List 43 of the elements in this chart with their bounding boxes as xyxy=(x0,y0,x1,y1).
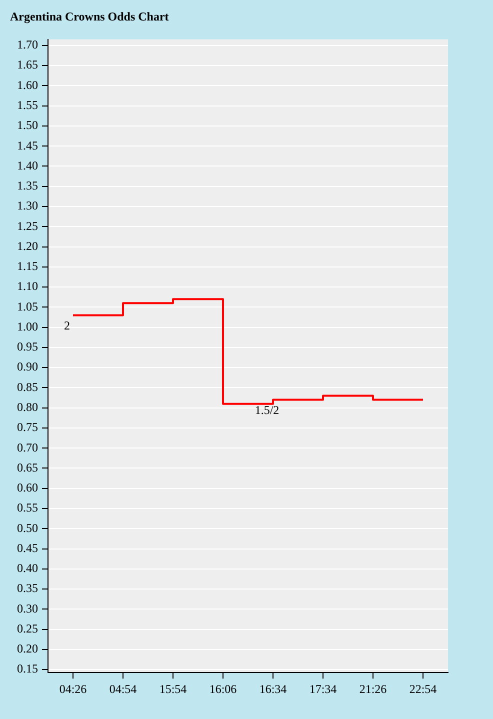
y-tick-label: 1.55 xyxy=(17,98,38,112)
y-tick-label: 0.55 xyxy=(17,500,38,515)
y-tick-label: 0.85 xyxy=(17,380,38,394)
y-tick-label: 0.15 xyxy=(17,662,38,676)
y-tick-label: 0.25 xyxy=(17,621,38,636)
y-tick-label: 1.40 xyxy=(17,158,38,172)
y-tick-label: 0.75 xyxy=(17,420,38,434)
y-tick-label: 0.30 xyxy=(17,601,38,616)
chart-title: Argentina Crowns Odds Chart xyxy=(10,9,169,24)
y-tick-label: 0.95 xyxy=(17,340,38,354)
y-tick-label: 1.50 xyxy=(17,118,38,132)
y-tick-label: 1.20 xyxy=(17,238,38,253)
y-tick-label: 1.25 xyxy=(17,218,38,233)
annotation: 1.5/2 xyxy=(254,402,280,417)
x-tick-label: 15:54 xyxy=(159,682,187,696)
y-tick-label: 1.05 xyxy=(17,299,38,314)
y-tick-label: 0.60 xyxy=(17,480,38,495)
y-tick-label: 1.30 xyxy=(17,198,38,213)
y-tick-label: 0.80 xyxy=(17,400,38,414)
y-tick-label: 1.70 xyxy=(17,38,38,52)
y-tick-label: 1.60 xyxy=(17,78,38,92)
y-tick-label: 0.40 xyxy=(17,561,38,576)
y-tick-label: 1.15 xyxy=(17,259,38,274)
x-tick-label: 21:26 xyxy=(359,682,387,696)
y-tick-label: 1.10 xyxy=(17,279,38,294)
x-tick-label: 17:34 xyxy=(309,682,337,696)
y-tick-label: 0.90 xyxy=(17,360,38,374)
y-tick-label: 0.45 xyxy=(17,540,38,555)
y-tick-label: 1.65 xyxy=(17,58,38,72)
x-tick-label: 04:26 xyxy=(59,682,87,696)
annotation: 2 xyxy=(64,318,70,332)
y-tick-label: 0.50 xyxy=(17,520,38,535)
x-tick-label: 16:34 xyxy=(259,682,287,696)
y-tick-label: 1.00 xyxy=(17,319,38,334)
y-tick-label: 0.20 xyxy=(17,642,38,656)
x-tick-label: 16:06 xyxy=(209,682,237,696)
x-tick-label: 22:54 xyxy=(409,682,437,696)
y-tick-label: 0.35 xyxy=(17,581,38,596)
y-tick-label: 1.45 xyxy=(17,138,38,152)
y-tick-label: 1.35 xyxy=(17,178,38,193)
y-tick-label: 0.70 xyxy=(17,440,38,454)
x-tick-label: 04:54 xyxy=(109,682,137,696)
y-tick-label: 0.65 xyxy=(17,460,38,474)
